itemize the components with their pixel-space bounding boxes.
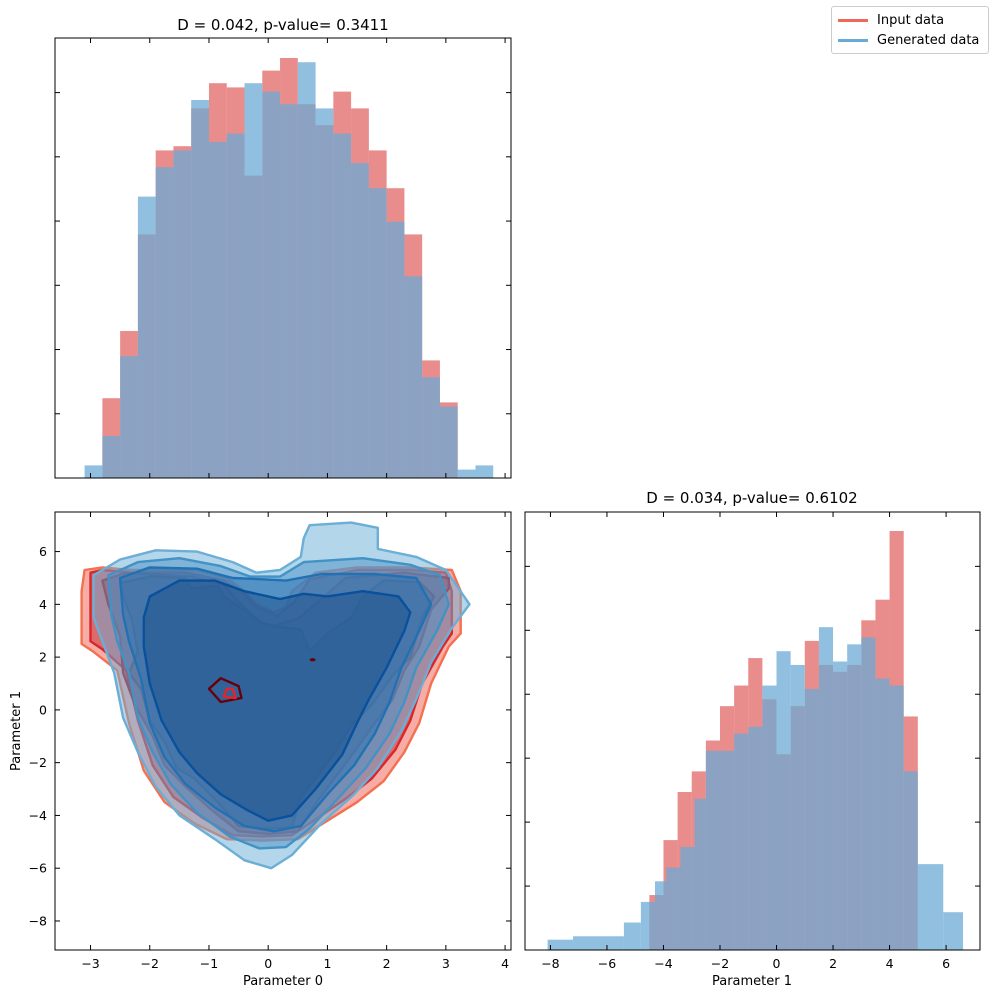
hist-bar-generated-2 <box>598 936 624 950</box>
bl-ytick-label-4: 4 <box>39 597 47 612</box>
hist-bar-generated-17 <box>818 627 834 950</box>
hist-bar-generated-8 <box>226 133 245 478</box>
hist-bar-generated-7 <box>208 142 227 478</box>
hist-bar-generated-15 <box>351 163 369 478</box>
xlabel-bottom-left: Parameter 0 <box>243 974 323 989</box>
bl-ytick-label-6: 6 <box>39 544 47 559</box>
hist-bar-generated-8 <box>694 798 706 950</box>
hist-bar-generated-9 <box>705 750 720 950</box>
hist-bar-generated-16 <box>804 688 819 950</box>
axes-frame-bottom-right <box>524 511 981 951</box>
bl-xtick-label--3: −3 <box>81 956 99 971</box>
bl-xtick-label-4: 4 <box>501 956 509 971</box>
bl-ytick-label--8: −8 <box>29 913 47 928</box>
hist-bar-generated-0 <box>84 465 103 478</box>
bl-xtick-label--2: −2 <box>141 956 159 971</box>
hist-bar-generated-22 <box>475 465 494 478</box>
hist-bar-generated-15 <box>790 664 805 950</box>
title-bottom-right: D = 0.034, p-value= 0.6102 <box>646 489 857 507</box>
xtick-label--6: −6 <box>598 956 616 971</box>
hist-bar-generated-20 <box>439 406 458 478</box>
hist-bar-generated-5 <box>655 881 667 950</box>
contour-input-spot <box>309 658 316 662</box>
legend: Input data Generated data <box>831 6 989 54</box>
panel-bottom-right-histogram: −8 −6 −4 −2 0 2 4 6 D = 0.034, p-value= 0.6102 … <box>524 489 981 989</box>
xtick-label-2: 2 <box>829 956 837 971</box>
legend-item-generated: Generated data <box>838 31 979 49</box>
hist-bar-generated-17 <box>386 221 405 478</box>
hist-bar-generated-13 <box>315 108 334 478</box>
xtick-label--2: −2 <box>711 956 729 971</box>
bl-xtick-label-0: 0 <box>264 956 272 971</box>
bl-ytick-label-2: 2 <box>39 650 47 665</box>
hist-bar-generated-6 <box>666 867 681 950</box>
axes-frame-top-left <box>54 37 512 479</box>
hist-bar-generated-14 <box>333 133 352 478</box>
bl-xtick-label-2: 2 <box>383 956 391 971</box>
hist-bar-generated-2 <box>120 356 138 478</box>
hist-bar-generated-0 <box>547 939 574 950</box>
hist-bar-generated-19 <box>847 644 862 950</box>
bl-xtick-label--1: −1 <box>200 956 218 971</box>
bl-ytick-label--6: −6 <box>29 861 47 876</box>
legend-swatch-input <box>838 18 868 22</box>
hist-bar-generated-9 <box>244 83 263 478</box>
contour-generated-level-3 <box>142 579 412 822</box>
contour-input-inner-1 <box>222 687 237 700</box>
bl-ytick-label--4: −4 <box>29 808 47 823</box>
hist-bar-generated-18 <box>404 276 423 478</box>
hist-bar-generated-6 <box>191 100 209 478</box>
hist-bar-generated-11 <box>734 733 749 950</box>
hist-bar-generated-24 <box>917 864 944 950</box>
xtick-label-0: 0 <box>773 956 781 971</box>
ylabel-bottom-left: Parameter 1 <box>9 691 24 771</box>
bl-ytick-label--2: −2 <box>29 755 47 770</box>
legend-label-input: Input data <box>877 12 945 28</box>
hist-bar-generated-16 <box>368 188 387 478</box>
hist-bar-generated-23 <box>903 771 918 950</box>
bl-ytick-label-0: 0 <box>39 702 47 717</box>
xtick-label--8: −8 <box>541 956 559 971</box>
hist-bar-generated-4 <box>640 901 655 950</box>
hist-bar-generated-4 <box>155 167 174 478</box>
hist-bar-generated-3 <box>623 922 641 950</box>
hist-bar-generated-22 <box>889 685 904 950</box>
panel-bottom-left-contour: −3 −2 −1 0 1 2 3 4 −8 −6 −4 −2 0 2 4 6 Parameter 0 Para… <box>9 511 512 989</box>
legend-swatch-generated <box>838 38 868 42</box>
hist-bar-generated-1 <box>102 436 121 478</box>
xtick-label-4: 4 <box>886 956 894 971</box>
hist-bar-generated-5 <box>173 150 192 478</box>
bl-xtick-label-1: 1 <box>323 956 331 971</box>
bl-xtick-label-3: 3 <box>442 956 450 971</box>
hist-bar-generated-3 <box>137 196 156 478</box>
hist-bar-generated-25 <box>943 912 964 950</box>
xtick-label--4: −4 <box>654 956 672 971</box>
hist-bar-generated-21 <box>875 678 890 950</box>
legend-label-generated: Generated data <box>877 32 980 48</box>
panel-top-left-histogram: D = 0.042, p-value= 0.3411 <box>54 16 512 479</box>
hist-bar-generated-12 <box>297 62 316 478</box>
hist-bar-generated-21 <box>457 469 476 478</box>
hist-bar-generated-14 <box>776 651 791 950</box>
hist-bar-generated-20 <box>861 637 876 950</box>
axes-frame-bottom-left <box>54 511 512 951</box>
legend-item-input: Input data <box>838 11 944 29</box>
title-top-left: D = 0.042, p-value= 0.3411 <box>177 16 388 34</box>
hist-bar-generated-13 <box>762 685 777 950</box>
hist-bar-generated-7 <box>680 846 695 950</box>
contour-input-inner-0 <box>207 677 243 704</box>
hist-bar-generated-12 <box>748 726 763 950</box>
xtick-label-6: 6 <box>942 956 950 971</box>
hist-bar-generated-10 <box>262 91 281 478</box>
hist-bar-generated-19 <box>422 377 440 478</box>
hist-bar-generated-10 <box>720 750 735 950</box>
hist-bar-generated-11 <box>280 104 298 478</box>
hist-bar-generated-18 <box>833 661 848 950</box>
xlabel-bottom-right: Parameter 1 <box>712 974 792 989</box>
hist-bar-generated-1 <box>573 936 599 950</box>
